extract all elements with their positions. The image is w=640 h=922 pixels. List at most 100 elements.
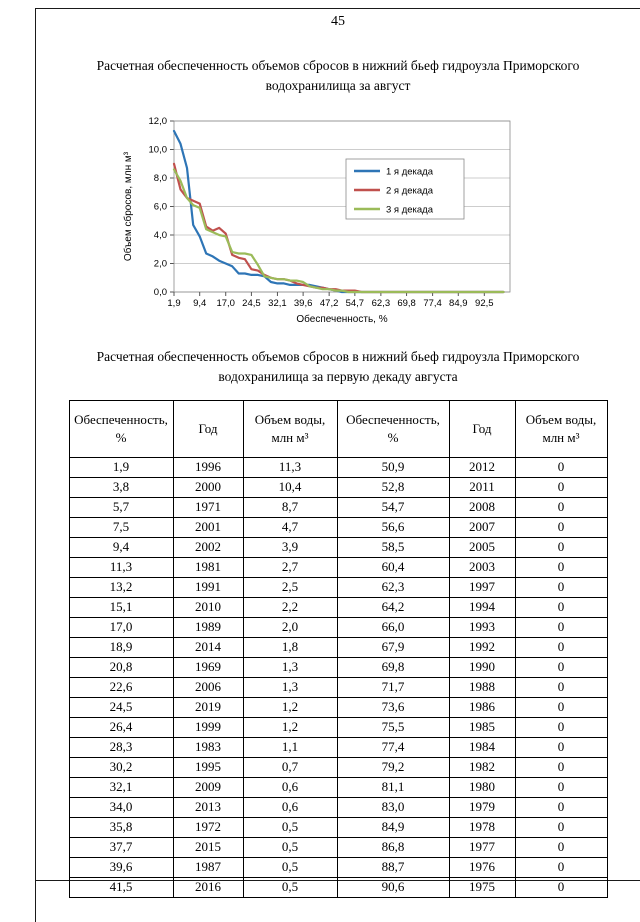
table-cell: 2,5 — [242, 577, 338, 598]
table-cell: 1987 — [172, 857, 244, 878]
svg-text:69,8: 69,8 — [397, 298, 416, 309]
page-content: 45 Расчетная обеспеченность объемов сбро… — [36, 0, 640, 898]
table-cell: 2005 — [448, 537, 516, 558]
table-header-cell: Год — [172, 400, 244, 458]
table-row: 9,4 2002 3,9 58,5 2005 0 — [68, 537, 608, 558]
table-row: 39,6 1987 0,5 88,7 1976 0 — [68, 857, 608, 878]
table-cell: 2014 — [172, 637, 244, 658]
table-cell: 0 — [514, 537, 608, 558]
svg-text:6,0: 6,0 — [154, 201, 167, 212]
table-cell: 22,6 — [68, 677, 174, 698]
table-cell: 17,0 — [68, 617, 174, 638]
table-cell: 0 — [514, 857, 608, 878]
table-cell: 1988 — [448, 677, 516, 698]
table-cell: 34,0 — [68, 797, 174, 818]
table-cell: 90,6 — [336, 877, 450, 898]
chart-title: Расчетная обеспеченность объемов сбросов… — [96, 58, 580, 94]
svg-text:1,9: 1,9 — [167, 298, 180, 309]
table-cell: 0 — [514, 817, 608, 838]
table-cell: 7,5 — [68, 517, 174, 538]
table-cell: 56,6 — [336, 517, 450, 538]
svg-text:2,0: 2,0 — [154, 258, 167, 269]
table-cell: 64,2 — [336, 597, 450, 618]
table-cell: 1,2 — [242, 697, 338, 718]
page-border-top — [35, 8, 640, 9]
table-cell: 77,4 — [336, 737, 450, 758]
table-cell: 8,7 — [242, 497, 338, 518]
svg-text:3 я декада: 3 я декада — [386, 204, 434, 215]
table-cell: 52,8 — [336, 477, 450, 498]
table-cell: 1980 — [448, 777, 516, 798]
table-cell: 13,2 — [68, 577, 174, 598]
table-row: 34,0 2013 0,6 83,0 1979 0 — [68, 797, 608, 818]
table-cell: 11,3 — [242, 457, 338, 478]
table-cell: 1993 — [448, 617, 516, 638]
table-row: 28,3 1983 1,1 77,4 1984 0 — [68, 737, 608, 758]
table-cell: 0 — [514, 637, 608, 658]
svg-text:4,0: 4,0 — [154, 230, 167, 241]
table-cell: 50,9 — [336, 457, 450, 478]
table-row: 30,2 1995 0,7 79,2 1982 0 — [68, 757, 608, 778]
table-header-cell: Обеспеченность, % — [68, 400, 174, 458]
table-cell: 1986 — [448, 697, 516, 718]
svg-text:9,4: 9,4 — [193, 298, 206, 309]
table-cell: 1999 — [172, 717, 244, 738]
svg-text:10,0: 10,0 — [149, 144, 168, 155]
table-cell: 67,9 — [336, 637, 450, 658]
svg-text:0,0: 0,0 — [154, 287, 167, 298]
page-number: 45 — [331, 14, 345, 29]
table-cell: 2000 — [172, 477, 244, 498]
table-cell: 30,2 — [68, 757, 174, 778]
table-cell: 1990 — [448, 657, 516, 678]
table-cell: 0 — [514, 697, 608, 718]
table-cell: 1,2 — [242, 717, 338, 738]
svg-text:1 я декада: 1 я декада — [386, 166, 434, 177]
table-cell: 0 — [514, 877, 608, 898]
table-cell: 24,5 — [68, 697, 174, 718]
table-cell: 84,9 — [336, 817, 450, 838]
svg-text:47,2: 47,2 — [320, 298, 339, 309]
table-cell: 75,5 — [336, 717, 450, 738]
table-cell: 2007 — [448, 517, 516, 538]
table-row: 17,0 1989 2,0 66,0 1993 0 — [68, 617, 608, 638]
table-cell: 10,4 — [242, 477, 338, 498]
table-cell: 1981 — [172, 557, 244, 578]
table-cell: 2016 — [172, 877, 244, 898]
table-cell: 1,3 — [242, 657, 338, 678]
table-cell: 0 — [514, 557, 608, 578]
table-cell: 0 — [514, 677, 608, 698]
table-cell: 2019 — [172, 697, 244, 718]
table-cell: 1984 — [448, 737, 516, 758]
table-cell: 2010 — [172, 597, 244, 618]
svg-text:17,0: 17,0 — [216, 298, 235, 309]
svg-text:Обеспеченность, %: Обеспеченность, % — [296, 313, 387, 325]
table-cell: 1976 — [448, 857, 516, 878]
table-cell: 15,1 — [68, 597, 174, 618]
table-cell: 0 — [514, 457, 608, 478]
table-cell: 1995 — [172, 757, 244, 778]
table-cell: 1994 — [448, 597, 516, 618]
table-cell: 37,7 — [68, 837, 174, 858]
table-row: 5,7 1971 8,7 54,7 2008 0 — [68, 497, 608, 518]
table-row: 22,6 2006 1,3 71,7 1988 0 — [68, 677, 608, 698]
table-cell: 1977 — [448, 837, 516, 858]
table-header-cell: Объем воды, млн м³ — [514, 400, 608, 458]
table-row: 18,9 2014 1,8 67,9 1992 0 — [68, 637, 608, 658]
table-cell: 0 — [514, 657, 608, 678]
table-cell: 71,7 — [336, 677, 450, 698]
table-row: 7,5 2001 4,7 56,6 2007 0 — [68, 517, 608, 538]
table-row: 11,3 1981 2,7 60,4 2003 0 — [68, 557, 608, 578]
table-cell: 2012 — [448, 457, 516, 478]
table-cell: 0 — [514, 577, 608, 598]
table-cell: 28,3 — [68, 737, 174, 758]
table-cell: 0 — [514, 837, 608, 858]
table-cell: 1997 — [448, 577, 516, 598]
svg-text:12,0: 12,0 — [149, 116, 168, 127]
table-cell: 1985 — [448, 717, 516, 738]
svg-text:Объем сбросов, млн м³: Объем сбросов, млн м³ — [122, 151, 134, 261]
table-cell: 0,7 — [242, 757, 338, 778]
discharge-chart: 0,0 2,0 4,0 6,0 8,0 10,0 12,0 1,9 9,4 17,0 24,5 32,… — [36, 109, 640, 333]
table-cell: 1989 — [172, 617, 244, 638]
table-cell: 0 — [514, 777, 608, 798]
